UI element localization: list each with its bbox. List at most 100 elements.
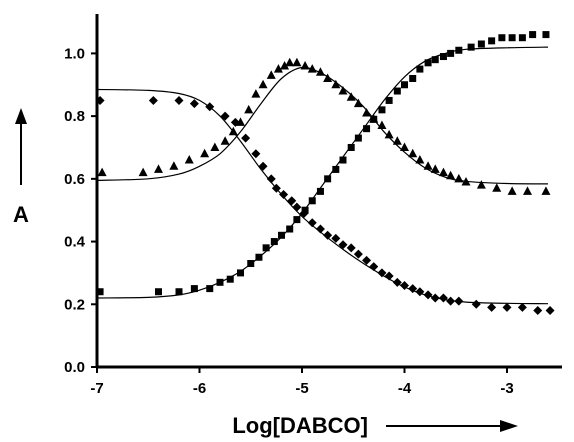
square-point bbox=[477, 40, 485, 48]
diamond-point bbox=[189, 99, 199, 109]
diamond-point bbox=[454, 296, 464, 306]
diamond-point bbox=[353, 249, 363, 259]
triangle-point bbox=[220, 136, 230, 145]
square-point bbox=[424, 59, 432, 67]
square-point bbox=[529, 31, 537, 39]
x-tick-label: -5 bbox=[295, 380, 308, 397]
triangle-point bbox=[377, 120, 387, 130]
square-point bbox=[508, 34, 516, 42]
triangle-point bbox=[492, 183, 502, 192]
diamond-point bbox=[471, 299, 481, 309]
triangle-point bbox=[446, 170, 456, 180]
triangle-point bbox=[423, 161, 433, 170]
square-point bbox=[247, 260, 255, 268]
square-point bbox=[316, 187, 324, 195]
square-point bbox=[431, 56, 439, 64]
triangle-point bbox=[184, 155, 194, 164]
y-axis-label: A bbox=[13, 202, 29, 227]
square-point bbox=[308, 197, 316, 205]
triangle-point bbox=[541, 186, 551, 195]
diamond-point bbox=[279, 190, 289, 200]
triangle-point bbox=[280, 60, 290, 70]
triangle-point bbox=[415, 155, 425, 164]
triangle-point bbox=[362, 107, 372, 117]
x-axis-arrow-head bbox=[500, 420, 518, 432]
y-tick-label: 0.6 bbox=[64, 171, 85, 188]
triangle-point bbox=[210, 142, 220, 151]
diamond-point bbox=[392, 277, 402, 287]
diamond-point bbox=[287, 196, 297, 206]
square-point bbox=[216, 278, 224, 286]
triangle-point bbox=[244, 104, 254, 114]
fit-triangle-curve bbox=[96, 66, 549, 185]
diamond-point bbox=[408, 284, 418, 294]
diamond-point bbox=[430, 293, 440, 303]
diamond-point bbox=[377, 268, 387, 278]
triangle-point bbox=[307, 64, 317, 73]
diamond-point bbox=[174, 95, 184, 105]
triangle-point bbox=[392, 136, 402, 145]
diamond-point bbox=[502, 302, 512, 312]
diamond-point bbox=[220, 111, 230, 121]
diamond-point bbox=[323, 230, 333, 240]
square-point bbox=[498, 34, 506, 42]
square-point bbox=[278, 231, 285, 239]
diamond-point bbox=[423, 290, 433, 300]
y-tick-label: 0.4 bbox=[64, 234, 86, 251]
triangle-point bbox=[346, 92, 356, 101]
triangle-point bbox=[384, 129, 394, 139]
square-point bbox=[467, 43, 475, 51]
diamond-point bbox=[384, 271, 394, 281]
diamond-point bbox=[241, 133, 251, 143]
triangle-point bbox=[285, 57, 295, 67]
triangle-point bbox=[476, 180, 486, 189]
triangle-point bbox=[507, 186, 517, 195]
triangle-point bbox=[454, 173, 464, 183]
square-point bbox=[401, 81, 408, 89]
diamond-point bbox=[271, 183, 281, 193]
square-point bbox=[378, 106, 386, 114]
triangle-point bbox=[258, 79, 268, 89]
diamond-point bbox=[338, 240, 348, 250]
x-tick-label: -4 bbox=[398, 380, 412, 397]
diamond-point bbox=[415, 287, 425, 297]
square-point bbox=[155, 288, 162, 296]
square-point bbox=[324, 175, 332, 183]
y-tick-label: 1.0 bbox=[64, 45, 85, 62]
y-ticks: 0.0 0.2 0.4 0.6 0.8 1.0 bbox=[64, 45, 97, 376]
y-axis-arrow-head bbox=[15, 108, 27, 124]
triangle-point bbox=[273, 64, 283, 73]
square-point bbox=[226, 275, 234, 283]
square-point bbox=[286, 225, 294, 233]
square-point bbox=[332, 165, 340, 173]
square-point bbox=[385, 96, 393, 104]
triangle-point bbox=[200, 148, 210, 158]
triangle-point bbox=[251, 89, 261, 98]
square-point bbox=[518, 34, 526, 42]
diamond-point bbox=[258, 161, 268, 171]
triangle-point bbox=[353, 98, 363, 108]
triangle-point bbox=[338, 86, 348, 95]
diamond-point bbox=[315, 224, 325, 234]
triangle-point bbox=[228, 126, 238, 136]
diamond-point bbox=[362, 255, 372, 265]
square-point bbox=[255, 253, 263, 261]
square-point bbox=[409, 74, 417, 82]
triangle-point bbox=[292, 57, 302, 67]
triangle-point bbox=[266, 70, 276, 79]
diamond-point bbox=[545, 306, 555, 316]
square-point bbox=[370, 115, 378, 123]
data-points bbox=[95, 31, 555, 316]
triangle-point bbox=[331, 79, 341, 89]
triangle-point bbox=[408, 148, 418, 158]
diamond-point bbox=[205, 102, 215, 112]
diamond-point bbox=[487, 302, 497, 312]
triangle-point bbox=[400, 142, 409, 151]
triangle-point bbox=[523, 186, 532, 195]
triangle-point bbox=[461, 176, 471, 186]
diamond-point bbox=[331, 233, 341, 243]
y-tick-label: 0.0 bbox=[64, 359, 85, 376]
fit-square-curve bbox=[96, 46, 549, 299]
diamond-point bbox=[517, 302, 527, 312]
